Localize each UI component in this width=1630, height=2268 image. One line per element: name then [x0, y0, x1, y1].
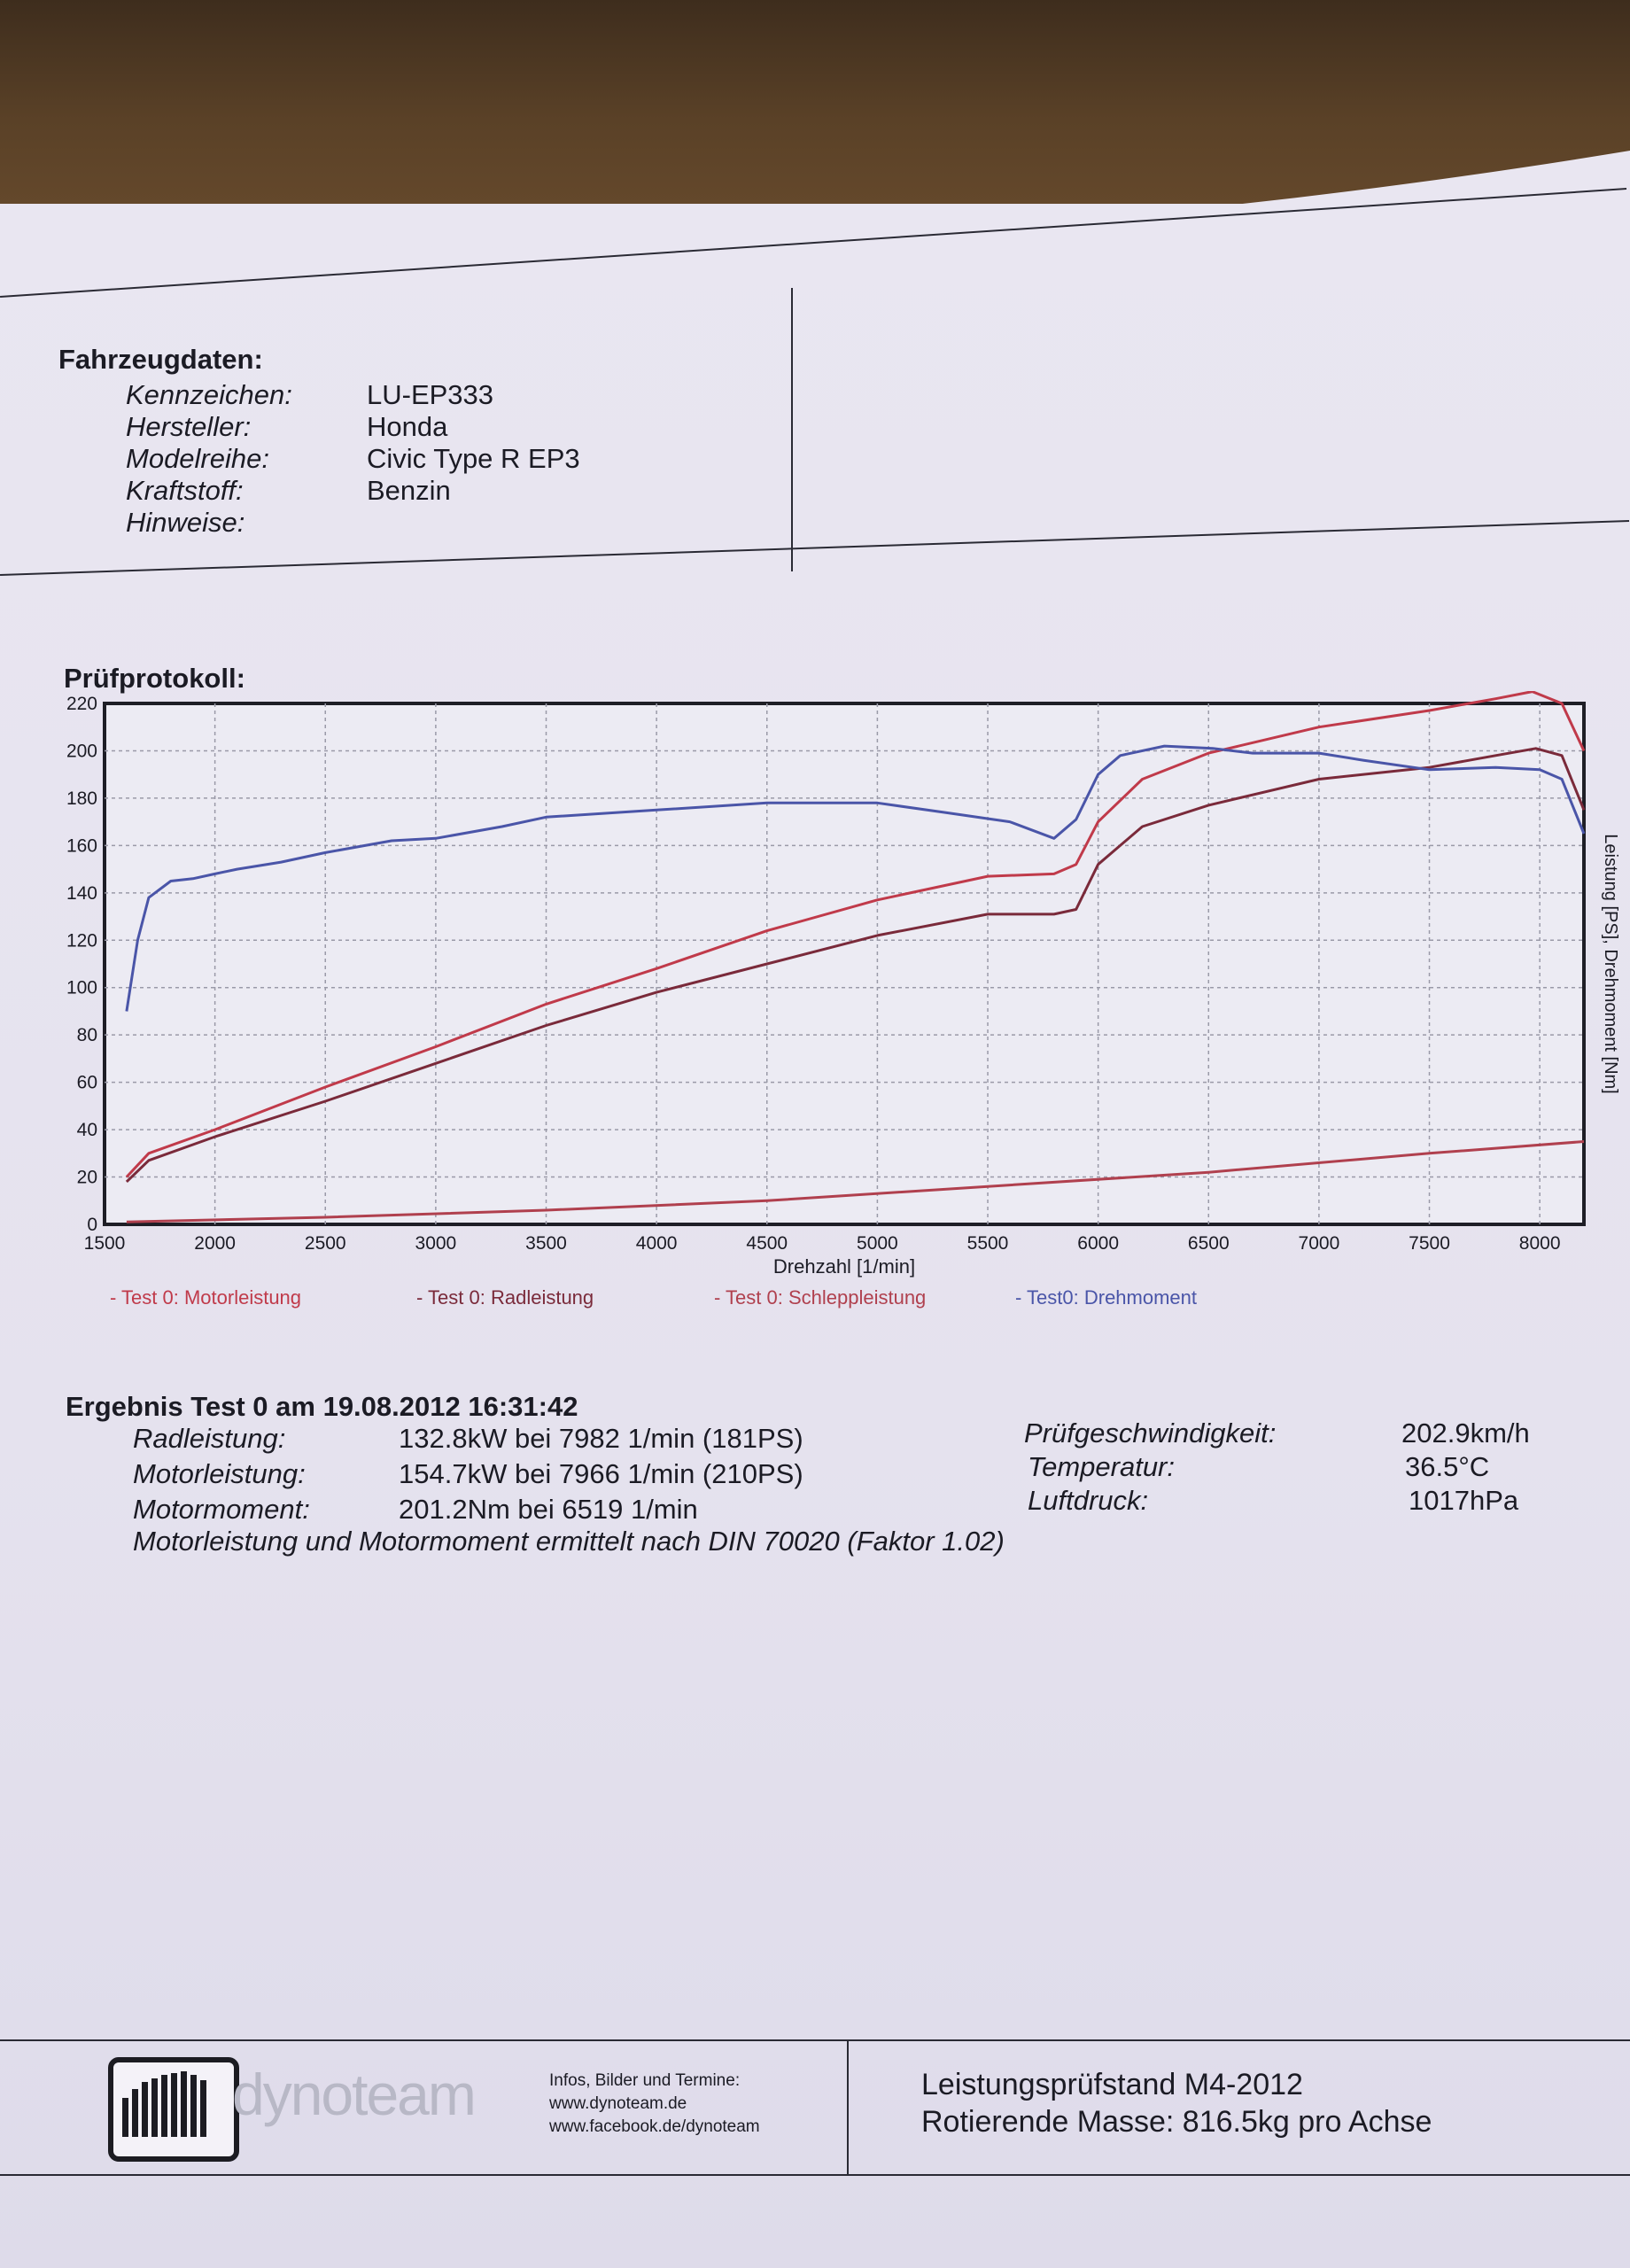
result-value: 132.8kW bei 7982 1/min (181PS) [399, 1423, 803, 1454]
legend-item-schleppleistung: - Test 0: Schleppleistung [714, 1286, 926, 1309]
x-tick-label: 5500 [967, 1233, 1009, 1254]
x-axis-label: Drehzahl [1/min] [773, 1255, 915, 1278]
x-tick-label: 4000 [636, 1233, 678, 1254]
x-tick-label: 2000 [194, 1233, 236, 1254]
field-value: Benzin [367, 475, 451, 506]
condition-value: 202.9km/h [1401, 1418, 1530, 1449]
vehicle-row: Hinweise: [58, 507, 580, 539]
legend-label: - Test 0: Motorleistung [110, 1286, 302, 1309]
y-tick-label: 120 [66, 930, 97, 951]
x-tick-label: 3500 [525, 1233, 567, 1254]
paper-top-edge [0, 151, 1630, 275]
result-label: Radleistung: [133, 1423, 286, 1454]
dyno-chart: 0 20 40 60 80 100 120 140 160 180 200 220 1500 2000 2… [53, 690, 1630, 1302]
result-motormoment: Motormoment: 201.2Nm bei 6519 1/min [133, 1494, 698, 1526]
series-line-0 [125, 690, 1586, 1178]
results-heading: Ergebnis Test 0 am 19.08.2012 16:31:42 [66, 1391, 578, 1422]
y-tick-label: 0 [87, 1215, 97, 1235]
field-value [358, 507, 367, 539]
field-value: LU-EP333 [367, 379, 494, 410]
field-label: Kraftstoff: [126, 475, 244, 506]
y-tick-label: 40 [77, 1120, 97, 1140]
dynoteam-logo-icon [108, 2057, 239, 2162]
x-tick-label: 6000 [1077, 1233, 1119, 1254]
field-label: Hersteller: [126, 411, 252, 442]
series-line-1 [125, 747, 1586, 1183]
vehicle-row: Kraftstoff: Benzin [58, 475, 580, 507]
y-tick-label: 100 [66, 978, 97, 998]
condition-temperatur: Temperatur: 36.5°C [1028, 1451, 1489, 1483]
legend-item-radleistung: - Test 0: Radleistung [416, 1286, 594, 1309]
series-line-2 [126, 1140, 1585, 1223]
footer-top-rule [0, 2039, 1630, 2041]
footer-bottom-rule [0, 2174, 1630, 2176]
y-tick-label: 200 [66, 741, 97, 761]
info-line: Infos, Bilder und Termine: [549, 2071, 741, 2090]
condition-pruefgeschwindigkeit: Prüfgeschwindigkeit: 202.9km/h [1024, 1418, 1530, 1449]
footer-info: Infos, Bilder und Termine: www.dynoteam.… [549, 2070, 760, 2139]
condition-value: 36.5°C [1405, 1451, 1490, 1482]
y-tick-label: 220 [66, 694, 97, 714]
y-tick-label: 160 [66, 835, 97, 856]
result-value: 201.2Nm bei 6519 1/min [399, 1494, 698, 1525]
plot-area [103, 702, 1586, 1226]
condition-label: Temperatur: [1028, 1451, 1175, 1482]
stand-line: Leistungsprüfstand M4-2012 [921, 2068, 1303, 2101]
result-value: 154.7kW bei 7966 1/min (210PS) [399, 1458, 803, 1489]
result-motorleistung: Motorleistung: 154.7kW bei 7966 1/min (21… [133, 1458, 803, 1490]
y-tick-label: 180 [66, 788, 97, 809]
logo-wordmark: dynoteam [232, 2062, 477, 2127]
vehicle-row: Modelreihe: Civic Type R EP3 [58, 443, 580, 475]
footer-divider [847, 2039, 849, 2174]
y-axis-label: Leistung [PS], Drehmoment [Nm] [1601, 834, 1620, 1093]
x-tick-label: 7500 [1409, 1233, 1450, 1254]
y-tick-label: 140 [66, 883, 97, 904]
field-label: Kennzeichen: [126, 379, 292, 410]
legend-label: - Test 0: Radleistung [416, 1286, 594, 1309]
x-tick-label: 6500 [1188, 1233, 1230, 1254]
field-value: Honda [367, 411, 448, 442]
result-din-note: Motorleistung und Motormoment ermittelt … [133, 1526, 1005, 1557]
y-tick-label: 20 [77, 1168, 97, 1188]
condition-luftdruck: Luftdruck: 1017hPa [1028, 1485, 1518, 1517]
bar-graph-icon [122, 2071, 206, 2137]
x-tick-label: 2500 [305, 1233, 346, 1254]
legend-item-drehmoment: - Test0: Drehmoment [1015, 1286, 1197, 1309]
vehicle-data-heading: Fahrzeugdaten: [58, 344, 263, 375]
field-value: Civic Type R EP3 [367, 443, 580, 474]
header-divider [791, 288, 793, 571]
condition-label: Prüfgeschwindigkeit: [1024, 1418, 1277, 1449]
field-label: Modelreihe: [126, 443, 269, 474]
result-label: Motorleistung: [133, 1458, 306, 1489]
series-line-3 [125, 744, 1586, 1012]
vehicle-row: Hersteller: Honda [58, 411, 580, 443]
vehicle-data: Fahrzeugdaten: Kennzeichen: LU-EP333 Hers… [58, 344, 580, 539]
legend-label: - Test0: Drehmoment [1015, 1286, 1198, 1309]
protocol-title: Prüfprotokoll: [64, 663, 245, 694]
x-tick-label: 8000 [1519, 1233, 1561, 1254]
x-tick-label: 7000 [1299, 1233, 1340, 1254]
dyno-chart-svg: 0 20 40 60 80 100 120 140 160 180 200 220 1500 2000 2… [66, 690, 1620, 1278]
x-tick-label: 1500 [84, 1233, 126, 1254]
legend-item-motorleistung: - Test 0: Motorleistung [110, 1286, 301, 1309]
info-line: www.facebook.de/dynoteam [549, 2117, 760, 2136]
x-tick-label: 5000 [857, 1233, 898, 1254]
y-tick-label: 60 [77, 1073, 97, 1093]
result-radleistung: Radleistung: 132.8kW bei 7982 1/min (181P… [133, 1423, 803, 1455]
x-tick-label: 4500 [746, 1233, 788, 1254]
condition-label: Luftdruck: [1028, 1485, 1149, 1516]
dyno-stand-info: Leistungsprüfstand M4-2012 Rotierende Ma… [921, 2066, 1432, 2140]
stand-line: Rotierende Masse: 816.5kg pro Achse [921, 2105, 1432, 2139]
result-label: Motormoment: [133, 1494, 310, 1525]
x-tick-label: 3000 [415, 1233, 457, 1254]
field-label: Hinweise: [126, 507, 245, 538]
condition-value: 1017hPa [1409, 1485, 1519, 1516]
vehicle-row: Kennzeichen: LU-EP333 [58, 379, 580, 411]
info-line: www.dynoteam.de [549, 2094, 687, 2113]
legend-label: - Test 0: Schleppleistung [714, 1286, 927, 1309]
y-tick-label: 80 [77, 1025, 97, 1045]
